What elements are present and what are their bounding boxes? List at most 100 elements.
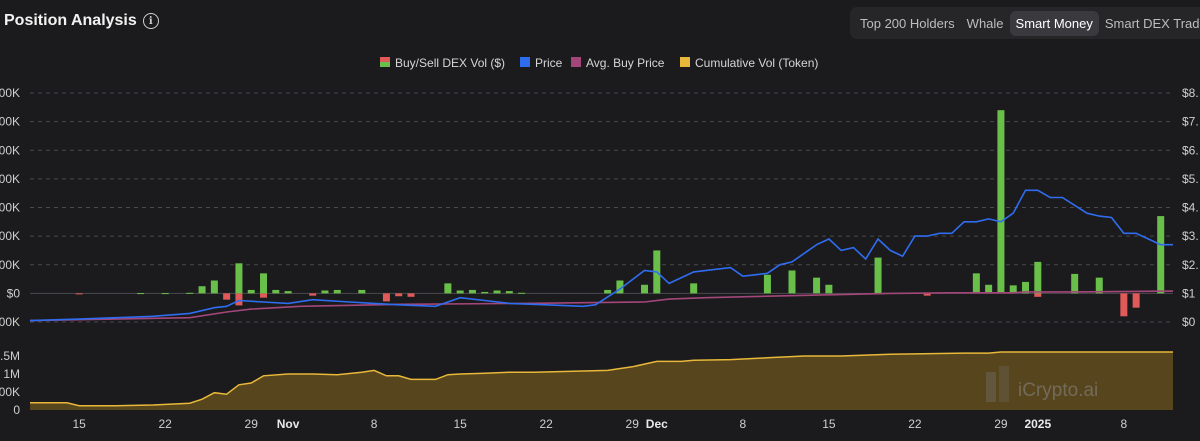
tab-smart-dex-traders[interactable]: Smart DEX Traders (1104, 15, 1200, 31)
tab-smart-money[interactable]: Smart Money (1009, 10, 1099, 36)
x-tick-label: 8 (739, 417, 746, 431)
cumulative-tick-label: 1M (3, 367, 20, 381)
legend-entry[interactable]: Avg. Buy Price (586, 56, 665, 70)
volume-bar[interactable] (641, 284, 649, 294)
volume-bar[interactable] (1095, 277, 1103, 294)
volume-bar[interactable] (518, 292, 526, 294)
y-tick-label: 00K (0, 315, 20, 329)
legend-swatch (520, 57, 530, 67)
x-tick-label: 29 (994, 417, 1008, 431)
volume-bar[interactable] (972, 273, 980, 294)
volume-bar[interactable] (1034, 293, 1042, 297)
volume-bar[interactable] (235, 263, 243, 294)
cumulative-volume-fill (30, 352, 1173, 410)
volume-bar[interactable] (137, 293, 145, 295)
price-tick-label: $8. (1182, 86, 1199, 100)
volume-bar[interactable] (321, 290, 329, 294)
price-tick-label: $0 (1182, 315, 1196, 329)
holder-type-tabs: Top 200 Holders Whale Smart Money Smart … (850, 7, 1200, 39)
volume-bars (75, 110, 1165, 317)
y-tick-label: 00K (0, 229, 20, 243)
volume-bar[interactable] (223, 293, 231, 300)
x-tick-label: 29 (626, 417, 640, 431)
legend-swatch (571, 57, 581, 67)
volume-bar[interactable] (75, 293, 83, 295)
volume-bar[interactable] (493, 290, 501, 294)
volume-bar[interactable] (235, 293, 243, 306)
tab-whale[interactable]: Whale (966, 15, 1004, 31)
volume-bar[interactable] (604, 289, 612, 294)
cumulative-tick-label: 0 (13, 403, 20, 417)
volume-bar[interactable] (874, 257, 882, 294)
y-tick-label: 00K (0, 258, 20, 272)
volume-bar[interactable] (825, 284, 833, 294)
volume-bar[interactable] (260, 293, 268, 298)
volume-bar[interactable] (923, 293, 931, 296)
volume-bar[interactable] (1009, 285, 1017, 294)
legend-swatch (680, 57, 690, 67)
volume-bar[interactable] (1132, 293, 1140, 308)
tab-top-200-holders[interactable]: Top 200 Holders (860, 15, 955, 31)
volume-bar[interactable] (788, 270, 796, 294)
watermark: iCrypto.ai (986, 366, 1098, 402)
volume-bar[interactable] (985, 284, 993, 294)
avg-buy-price-line[interactable] (29, 290, 1174, 322)
volume-bar[interactable] (813, 277, 821, 294)
x-tick-label: Dec (646, 417, 668, 431)
volume-bar[interactable] (997, 110, 1005, 294)
legend-entry[interactable]: Price (535, 56, 563, 70)
price-tick-label: $2. (1182, 258, 1199, 272)
volume-bar[interactable] (333, 289, 341, 294)
cumulative-volume-area (30, 351, 1173, 410)
x-tick-label: 2025 (1024, 417, 1051, 431)
volume-bar[interactable] (1022, 281, 1030, 294)
volume-bar[interactable] (690, 283, 698, 294)
volume-bar[interactable] (1157, 216, 1165, 294)
volume-bar[interactable] (407, 293, 415, 297)
volume-bar[interactable] (444, 283, 452, 294)
legend-swatch (380, 62, 390, 67)
volume-bar[interactable] (358, 289, 366, 294)
volume-bar[interactable] (382, 293, 390, 302)
x-tick-label: 29 (245, 417, 259, 431)
legend-entry[interactable]: Buy/Sell DEX Vol ($) (395, 56, 505, 70)
watermark-logo-icon (986, 372, 996, 402)
volume-bar[interactable] (1034, 261, 1042, 294)
volume-bar[interactable] (198, 286, 206, 294)
volume-bar[interactable] (763, 274, 771, 294)
volume-bar[interactable] (272, 289, 280, 294)
volume-bar[interactable] (1071, 273, 1079, 294)
legend-entry[interactable]: Cumulative Vol (Token) (695, 56, 818, 70)
x-tick-label: 15 (453, 417, 467, 431)
volume-bar[interactable] (284, 291, 292, 294)
volume-bar[interactable] (186, 292, 194, 294)
price-tick-label: $6. (1182, 143, 1199, 157)
price-lines (29, 189, 1174, 322)
x-tick-label: 8 (371, 417, 378, 431)
volume-bar[interactable] (468, 289, 476, 294)
price-line[interactable] (29, 189, 1173, 322)
cumulative-volume-line[interactable] (30, 351, 1173, 407)
y-tick-label: 00K (0, 172, 20, 186)
volume-bar[interactable] (247, 289, 255, 294)
x-tick-label: 22 (159, 417, 173, 431)
watermark-text: iCrypto.ai (1018, 380, 1098, 401)
y-tick-label: 00K (0, 86, 20, 100)
volume-bar[interactable] (456, 290, 464, 294)
volume-bar[interactable] (395, 293, 403, 297)
cumulative-tick-label: 1.5M (0, 349, 20, 363)
volume-bar[interactable] (210, 280, 218, 294)
volume-bar[interactable] (481, 291, 489, 294)
y-tick-label: 00K (0, 143, 20, 157)
volume-bar[interactable] (505, 291, 513, 294)
price-tick-label: $3. (1182, 229, 1199, 243)
volume-bar[interactable] (1120, 293, 1128, 317)
chart-axes: 00K 00K 00K 00K 00K 00K 00K $0 00K $8. $7. $6. $5. $4… (0, 86, 1199, 431)
x-tick-label: 15 (822, 417, 836, 431)
info-icon[interactable]: i (142, 13, 159, 29)
volume-bar[interactable] (161, 293, 169, 295)
volume-bar[interactable] (260, 273, 268, 294)
volume-bar[interactable] (616, 280, 624, 294)
volume-bar[interactable] (309, 293, 317, 296)
